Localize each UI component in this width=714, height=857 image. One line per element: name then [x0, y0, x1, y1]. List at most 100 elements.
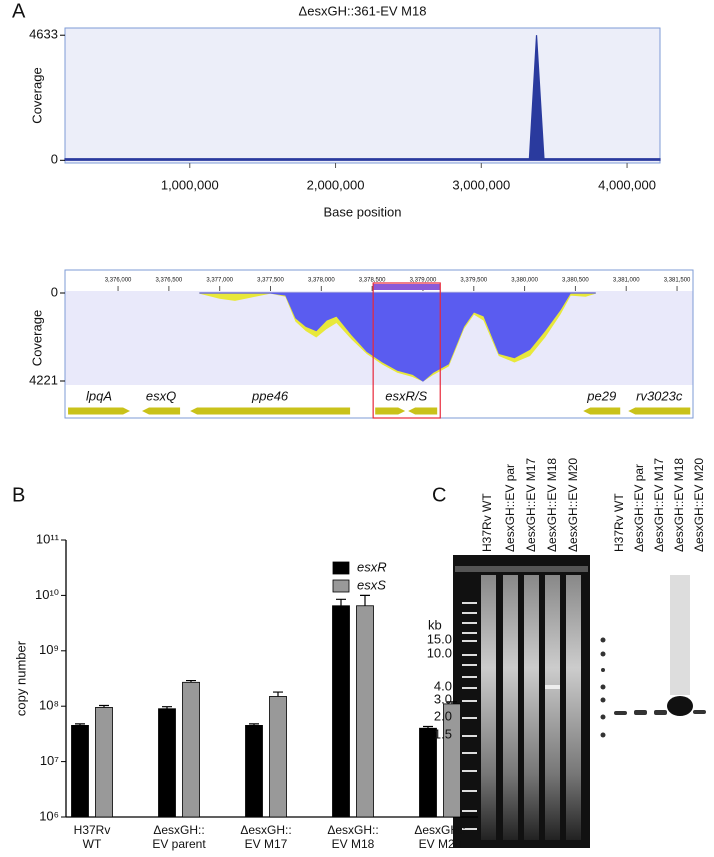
gene-label: esxQ [146, 388, 176, 403]
x-tick-label: H37Rv WT [73, 823, 111, 851]
error-bar [336, 598, 346, 606]
gel-image [453, 555, 590, 848]
error-bar [360, 594, 370, 606]
ladder-label: 4.0 [434, 678, 452, 693]
lane-label: ΔesxGH::EV par [632, 464, 646, 552]
panel-label: B [12, 484, 25, 506]
lane-label: ΔesxGH::EV M20 [692, 458, 706, 552]
x-tick-label: 4,000,000 [598, 177, 656, 192]
panel-label: A [12, 0, 26, 22]
lane-label: ΔesxGH::EV par [503, 464, 517, 552]
x-tick-label: 3,000,000 [452, 177, 510, 192]
x-tick-label: ΔesxGH:: EV M18 [327, 823, 379, 851]
bar [71, 725, 89, 818]
lane-label: ΔesxGH::EV M18 [672, 458, 686, 552]
panel-label: C [432, 484, 446, 506]
y-tick-label: 10⁹ [39, 642, 59, 657]
ladder-label: 15.0 [427, 631, 452, 646]
lane-label: ΔesxGH::EV M18 [545, 458, 559, 552]
error-bar [75, 723, 85, 726]
gene-label: lpqA [86, 388, 112, 403]
gene-label: esxR/S [385, 388, 427, 403]
y-tick-label: 10⁶ [39, 808, 59, 823]
bar [182, 681, 200, 818]
x-tick-label: 3,380,500 [562, 278, 589, 284]
gel-size-unit: kb [428, 617, 442, 632]
bar [419, 727, 437, 818]
gene-label: pe29 [586, 388, 616, 403]
y-tick-label: 4221 [29, 372, 58, 387]
legend-label: esxR [357, 559, 387, 574]
gene-label: rv3023c [636, 388, 683, 403]
lane-label: ΔesxGH::EV M20 [566, 458, 580, 552]
error-bar [99, 704, 109, 708]
legend-swatch [332, 561, 350, 575]
bar [158, 708, 176, 818]
highlight-box [372, 282, 441, 419]
gene-arrow [628, 407, 691, 415]
ladder-label: 3.0 [434, 691, 452, 706]
y-axis-label: Coverage [29, 310, 44, 366]
error-bar [186, 679, 196, 683]
y-tick-label: 10⁷ [40, 753, 59, 768]
y-tick-label: 10¹⁰ [35, 587, 59, 602]
x-tick-label: 3,381,000 [613, 278, 640, 284]
bar [269, 696, 287, 818]
x-tick-label: 3,378,000 [308, 278, 335, 284]
y-tick-label: 0 [51, 284, 58, 299]
gene-arrow [68, 407, 131, 415]
error-bar [273, 691, 283, 697]
x-tick-label: 3,376,500 [156, 278, 183, 284]
lane-label: H37Rv WT [480, 493, 494, 552]
gene-arrow [190, 407, 351, 415]
y-axis-label: Coverage [29, 67, 44, 123]
x-tick-label: 1,000,000 [161, 177, 219, 192]
blot-image [600, 575, 706, 738]
bar [245, 725, 263, 818]
chart-title: ΔesxGH::361-EV M18 [299, 3, 427, 18]
legend-label: esxS [357, 577, 386, 592]
plot-area [64, 27, 661, 164]
lane-label: H37Rv WT [612, 493, 626, 552]
y-tick-label: 10¹¹ [36, 531, 60, 546]
x-tick-label: 2,000,000 [307, 177, 365, 192]
ladder-label: 2.0 [434, 708, 452, 723]
gene-label: ppe46 [251, 388, 289, 403]
highlight-bar [373, 284, 441, 290]
x-tick-label: 3,380,000 [511, 278, 538, 284]
coverage-area [199, 292, 596, 382]
lane-label: ΔesxGH::EV M17 [524, 458, 538, 552]
error-bar [249, 723, 259, 726]
coverage-area [64, 35, 661, 161]
error-bar [162, 706, 172, 709]
x-tick-label: 3,381,500 [664, 278, 691, 284]
x-tick-label: 3,377,000 [206, 278, 233, 284]
error-bar [447, 701, 457, 704]
gene-arrow [142, 407, 181, 415]
ladder-label: 1.5 [434, 726, 452, 741]
x-tick-label: 3,377,500 [257, 278, 284, 284]
x-tick-label: ΔesxGH:: EV M17 [240, 823, 292, 851]
x-tick-label: ΔesxGH:: EV parent [152, 823, 206, 851]
bar [95, 707, 113, 818]
error-bar [423, 725, 433, 729]
x-tick-label: 3,378,500 [359, 278, 386, 284]
x-tick-label: 3,379,000 [410, 278, 437, 284]
y-axis-label: copy number [13, 640, 28, 716]
x-axis-label: Base position [323, 204, 401, 219]
y-tick-label: 10⁸ [39, 698, 59, 713]
lane-label: ΔesxGH::EV M17 [652, 458, 666, 552]
x-tick-label: 3,379,500 [460, 278, 487, 284]
x-tick-label: 3,376,000 [105, 278, 132, 284]
y-tick-label: 0 [51, 152, 58, 167]
bar [332, 605, 350, 818]
bar [356, 605, 374, 818]
x-tick-label: ΔesxGH:: EV M20 [414, 823, 466, 851]
gene-arrow [375, 407, 406, 415]
ladder-label: 10.0 [427, 645, 452, 660]
legend-swatch [332, 579, 350, 593]
gene-arrow [408, 407, 438, 415]
gene-arrow [583, 407, 621, 415]
